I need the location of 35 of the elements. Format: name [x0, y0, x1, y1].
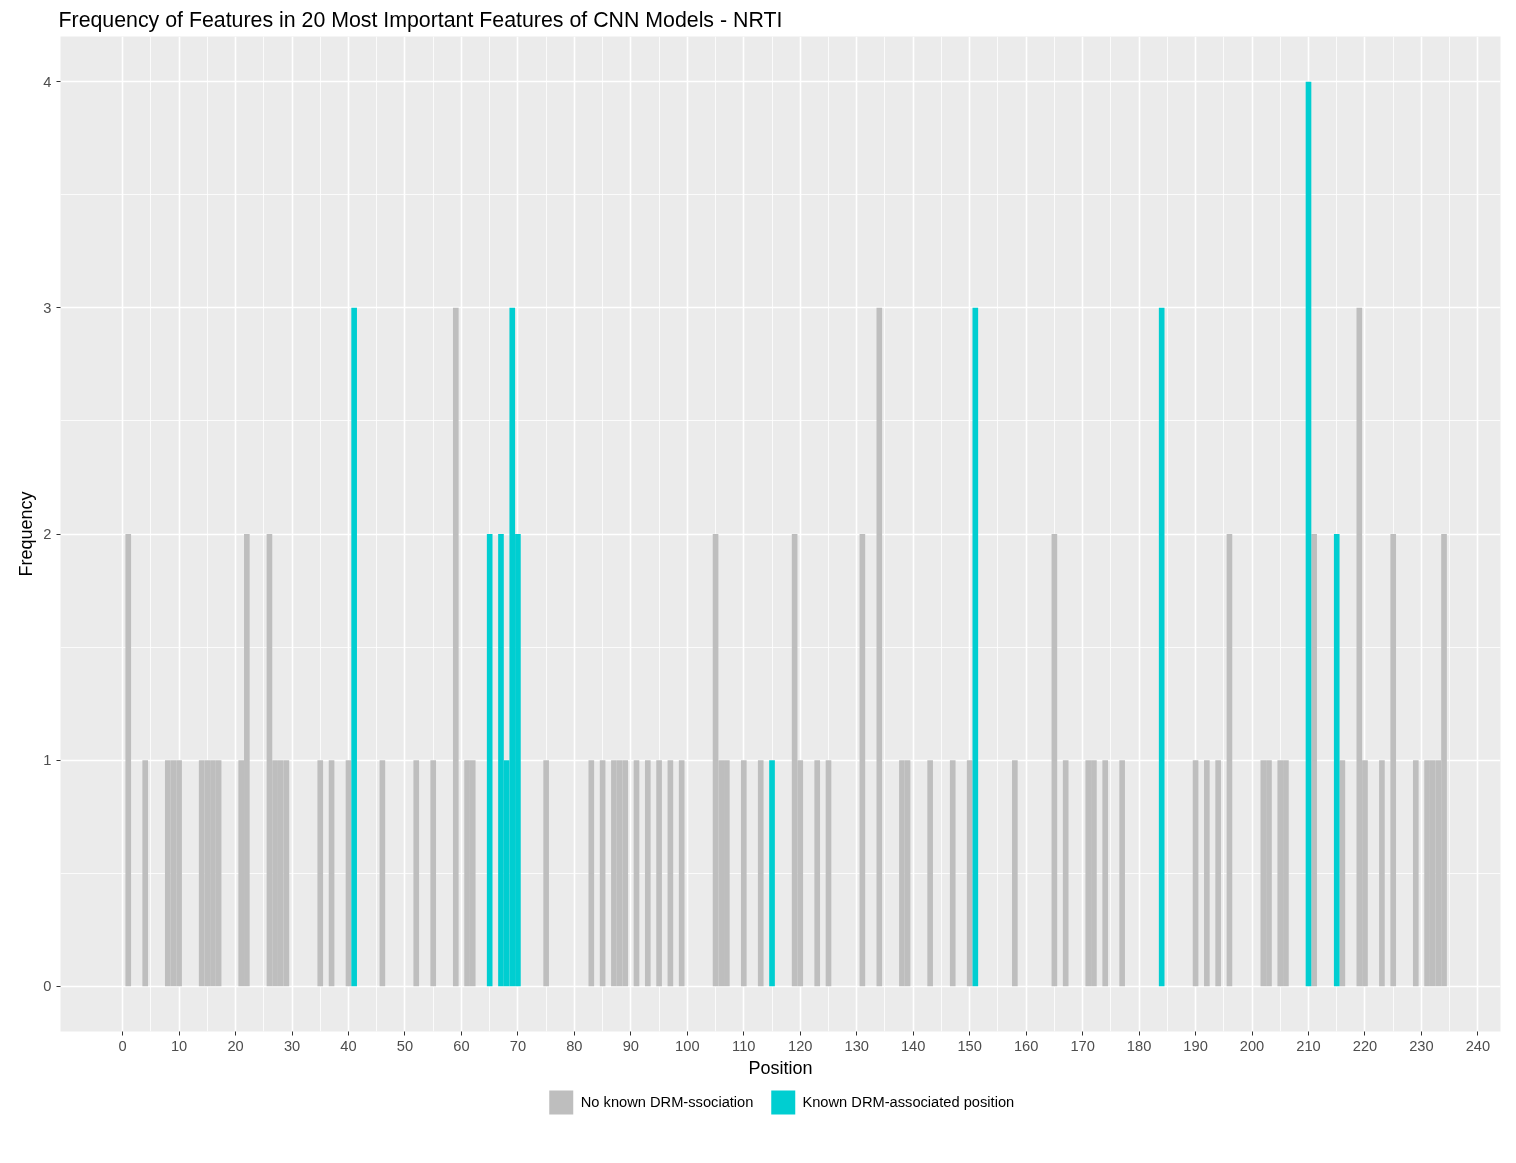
legend-label: No known DRM-ssociation	[580, 1094, 754, 1110]
x-tick-label: 50	[396, 1037, 414, 1054]
x-tick-label: 150	[957, 1037, 982, 1054]
x-tick-label: 40	[340, 1037, 357, 1054]
x-tick-label: 130	[844, 1037, 869, 1054]
x-tick-label: 230	[1409, 1037, 1434, 1054]
chart-title: Frequency of Features in 20 Most Important Features of CNN Models - NRTI	[58, 7, 783, 32]
x-tick-label: 10	[170, 1037, 188, 1054]
x-tick-label: 240	[1465, 1037, 1491, 1054]
x-tick-label: 20	[227, 1037, 244, 1054]
legend-label: Known DRM-associated position	[802, 1094, 1015, 1110]
x-tick-label: 30	[283, 1037, 301, 1054]
x-tick-label: 210	[1296, 1037, 1321, 1054]
x-tick-label: 70	[509, 1037, 527, 1054]
y-tick-label: 3	[43, 299, 52, 316]
x-tick-label: 100	[675, 1037, 700, 1054]
x-tick-label: 80	[566, 1037, 583, 1054]
x-tick-label: 180	[1126, 1037, 1152, 1054]
x-tick-label: 170	[1070, 1037, 1095, 1054]
x-tick-label: 120	[788, 1037, 813, 1054]
x-tick-label: 110	[732, 1037, 756, 1054]
x-tick-label: 0	[118, 1037, 127, 1054]
x-tick-label: 160	[1013, 1037, 1039, 1054]
x-axis-title: Position	[748, 1057, 813, 1078]
y-tick-label: 0	[43, 978, 52, 995]
x-tick-label: 190	[1183, 1037, 1208, 1054]
x-tick-label: 200	[1239, 1037, 1265, 1054]
y-tick-label: 2	[43, 526, 52, 542]
x-tick-label: 220	[1352, 1037, 1378, 1054]
x-tick-label: 140	[900, 1037, 926, 1054]
y-tick-label: 4	[43, 73, 52, 90]
y-axis-title: Frequency	[16, 491, 37, 577]
x-tick-label: 90	[622, 1037, 640, 1054]
y-tick-label: 1	[43, 752, 52, 769]
x-tick-label: 60	[453, 1037, 470, 1054]
